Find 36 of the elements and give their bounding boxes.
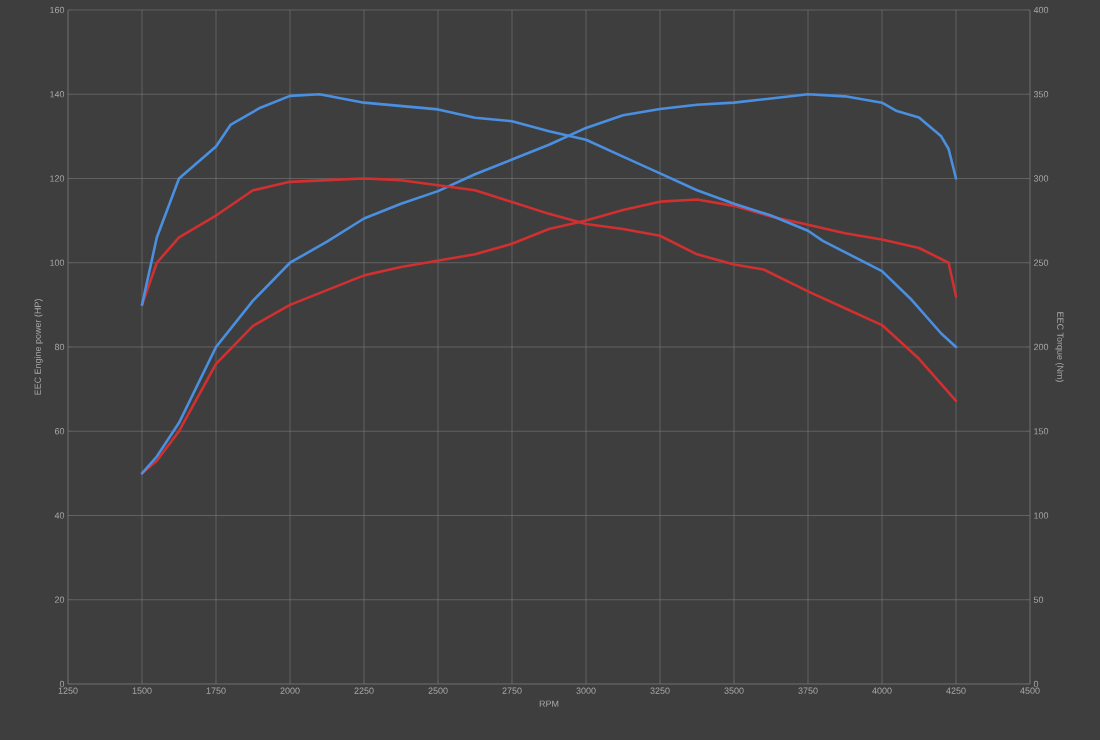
x-tick-label: 2000 (280, 687, 300, 694)
x-tick-label: 1500 (132, 687, 152, 694)
y-tick-label: 60 (54, 428, 65, 435)
y2-tick-label: 300 (1033, 175, 1049, 182)
x-tick-label: 2750 (502, 687, 522, 694)
y2-tick-label: 250 (1033, 259, 1049, 266)
y-axis-title: EEC Engine power (HP) (34, 299, 43, 395)
y-tick-label: 100 (50, 259, 65, 266)
y-tick-label: 0 (59, 680, 65, 688)
x-tick-label: 4250 (946, 687, 966, 694)
x-tick-label: 4500 (1020, 687, 1040, 694)
line-series (140, 92, 958, 475)
y-tick-label: 20 (54, 596, 65, 603)
x-tick-label: 2250 (354, 687, 374, 694)
y-tick-label: 120 (50, 175, 65, 182)
x-tick-label: 1250 (58, 687, 78, 694)
y2-tick-label: 100 (1034, 512, 1049, 519)
y2-tick-label: 200 (1033, 343, 1049, 351)
x-axis-title: RPM (539, 700, 559, 707)
x-tick-label: 3000 (576, 687, 596, 694)
y2-tick-label: 50 (1033, 596, 1044, 603)
y-tick-label: 140 (50, 91, 65, 98)
y2-tick-label: 150 (1034, 428, 1049, 435)
y2-tick-label: 350 (1033, 91, 1049, 98)
x-tick-label: 3750 (798, 687, 818, 694)
x-tick-label: 3250 (650, 687, 670, 694)
y-tick-label: 160 (50, 6, 65, 14)
x-tick-label: 1750 (206, 687, 226, 694)
y2-tick-label: 400 (1033, 6, 1049, 14)
y2-axis-title: EEC Torque (Nm) (1055, 312, 1064, 382)
x-tick-label: 3500 (724, 687, 744, 694)
y-tick-label: 80 (54, 343, 65, 351)
y-tick-label: 40 (54, 512, 65, 519)
y2-tick-label: 0 (1033, 680, 1039, 688)
x-tick-label: 2500 (428, 687, 448, 694)
x-tick-label: 4000 (872, 687, 892, 694)
